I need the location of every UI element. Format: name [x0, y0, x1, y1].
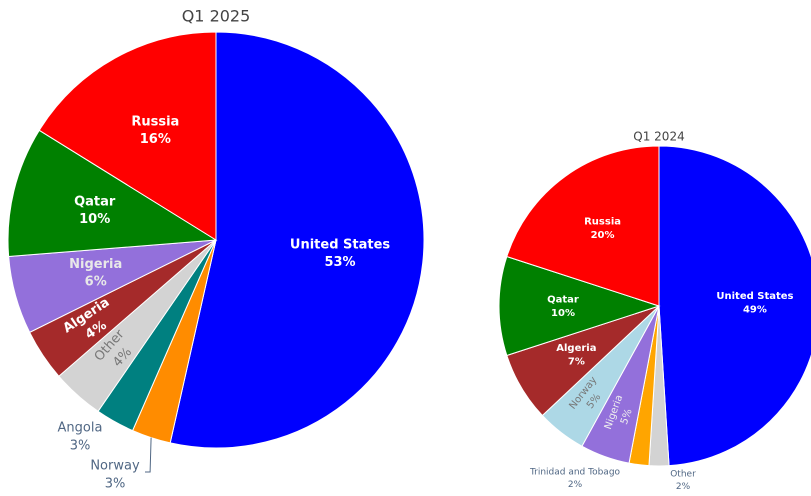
slice-value-label: 2%	[568, 480, 583, 490]
slice-label: Norway	[90, 459, 140, 474]
pie-slice	[498, 255, 661, 357]
slice-value-label: 2%	[676, 482, 691, 492]
slice-label: Russia	[584, 217, 621, 228]
slice-label: Nigeria	[69, 257, 122, 272]
slice-value-label: 3%	[105, 477, 126, 492]
slice-label: Algeria	[556, 343, 596, 354]
slice-value-label: 6%	[85, 275, 107, 290]
slice-value-label: 53%	[324, 255, 355, 270]
slice-value-label: 10%	[79, 212, 110, 227]
slice-value-label: 7%	[568, 357, 585, 368]
slice-label: Angola	[58, 421, 103, 436]
slice-value-label: 49%	[743, 305, 767, 316]
chart-title: Q1 2024	[633, 130, 684, 144]
leader-line	[145, 437, 152, 473]
slice-value-label: 10%	[551, 308, 575, 319]
slice-label: Russia	[131, 115, 179, 130]
slice-value-label: 5%	[619, 408, 635, 427]
pie-slice	[658, 145, 811, 467]
pie-slice	[169, 31, 425, 449]
slice-label: Trinidad and Tobago	[529, 468, 621, 478]
pie-slice	[7, 129, 218, 258]
slice-label: Qatar	[547, 294, 579, 305]
slice-label: United States	[716, 291, 793, 302]
slice-value-label: 3%	[70, 439, 91, 454]
slice-value-label: 20%	[591, 230, 615, 241]
slice-label: Qatar	[74, 194, 116, 209]
slice-label: United States	[290, 238, 391, 253]
pie-slice	[38, 31, 217, 241]
slice-label: Other	[670, 470, 696, 480]
slice-value-label: 16%	[140, 132, 171, 147]
pie-slice	[506, 145, 660, 307]
chart-title: Q1 2025	[182, 7, 251, 26]
